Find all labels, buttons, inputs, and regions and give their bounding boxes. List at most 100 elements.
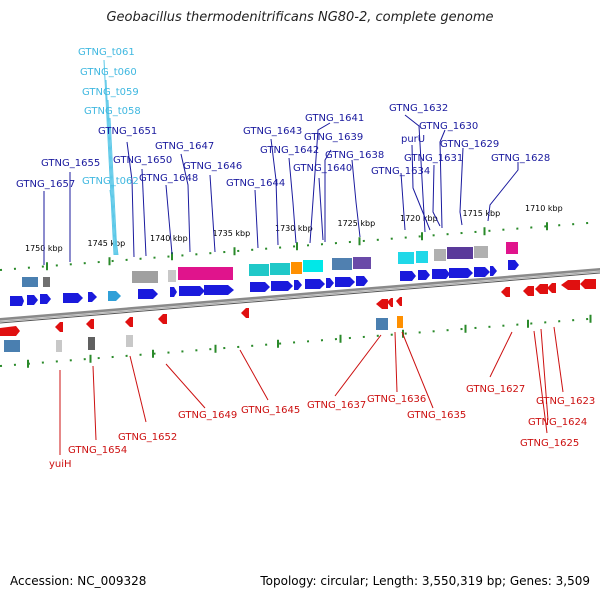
- feature-box: [303, 260, 323, 272]
- gene-arrow: [241, 308, 249, 318]
- feature-box: [56, 340, 62, 352]
- gene-arrow: [27, 295, 38, 305]
- upper-leader-lines: [43, 114, 519, 265]
- gene-arrow: [501, 287, 510, 297]
- gene-arrow: [547, 283, 556, 293]
- feature-box: [249, 264, 269, 276]
- gene-label: GTNG_1630: [419, 121, 478, 132]
- gene-arrow: [271, 281, 293, 291]
- gene-arrow: [432, 269, 450, 279]
- gene-label: GTNG_1645: [241, 405, 300, 416]
- gene-label: GTNG_1651: [98, 126, 157, 137]
- gene-arrow: [490, 266, 497, 276]
- gene-arrow: [0, 326, 20, 336]
- upper-feature-track: [22, 242, 518, 287]
- gene-label: GTNG_1649: [178, 410, 237, 421]
- scale-label: 1725 kbp: [338, 219, 376, 228]
- gene-label: GTNG_1652: [118, 432, 177, 443]
- gene-label: GTNG_1634: [371, 166, 430, 177]
- gene-label: yuiH: [49, 459, 72, 470]
- gene-label: GTNG_1641: [305, 113, 364, 124]
- feature-box: [4, 340, 20, 352]
- scale-label: 1745 kbp: [88, 239, 126, 248]
- feature-box: [398, 252, 414, 264]
- gene-label: GTNG_t060: [80, 67, 137, 78]
- gene-label: GTNG_t059: [82, 87, 139, 98]
- gene-label: GTNG_1647: [155, 141, 214, 152]
- gene-label: GTNG_t058: [84, 106, 141, 117]
- gene-label: GTNG_1639: [304, 132, 363, 143]
- gene-arrow: [40, 294, 51, 304]
- gene-arrow: [326, 278, 334, 288]
- gene-label: GTNG_1646: [183, 161, 242, 172]
- gene-label: GTNG_t061: [78, 47, 135, 58]
- feature-box: [474, 246, 488, 258]
- gene-label: GTNG_1628: [491, 153, 550, 164]
- gene-label: GTNG_1638: [325, 150, 384, 161]
- gene-label: GTNG_1640: [293, 163, 352, 174]
- feature-box: [22, 277, 38, 287]
- scale-label: 1710 kbp: [525, 204, 563, 213]
- gene-arrow: [418, 270, 430, 280]
- gene-arrow: [376, 299, 388, 309]
- genome-title: Geobacillus thermodenitrificans NG80-2, …: [106, 10, 494, 25]
- feature-box: [178, 267, 233, 280]
- lower-tick-marks: [27, 314, 592, 368]
- gene-label: GTNG_1642: [260, 145, 319, 156]
- gene-label: GTNG_1650: [113, 155, 172, 166]
- gene-arrow: [179, 286, 205, 296]
- genome-backbone: [0, 268, 600, 324]
- feature-box: [416, 251, 428, 263]
- feature-box: [126, 335, 133, 347]
- feature-box: [88, 337, 95, 350]
- gene-arrow: [508, 260, 519, 270]
- gene-label: GTNG_1637: [307, 400, 366, 411]
- feature-box: [434, 249, 446, 261]
- gene-arrow: [387, 298, 393, 307]
- gene-arrow: [10, 296, 24, 306]
- gene-label: GTNG_1625: [520, 438, 579, 449]
- feature-box: [447, 247, 473, 259]
- scale-label: 1715 kbp: [463, 209, 501, 218]
- gene-arrow: [305, 279, 325, 289]
- gene-label: GTNG_1623: [536, 396, 595, 407]
- scale-label: 1720 kbp: [400, 214, 438, 223]
- forward-genes: [10, 260, 519, 306]
- gene-label: purU: [401, 134, 425, 145]
- gene-label: GTNG_1635: [407, 410, 466, 421]
- gene-arrow: [63, 293, 83, 303]
- gene-arrow: [535, 284, 548, 294]
- gene-arrow: [474, 267, 490, 277]
- gene-label: GTNG_1627: [466, 384, 525, 395]
- gene-arrow: [170, 287, 177, 297]
- feature-box: [376, 318, 388, 330]
- gene-arrow: [86, 319, 94, 329]
- gene-label: GTNG_1654: [68, 445, 127, 456]
- gene-label: GTNG_1624: [528, 417, 587, 428]
- feature-box: [397, 316, 403, 328]
- feature-box: [506, 242, 518, 254]
- gene-label: GTNG_1657: [16, 179, 75, 190]
- upper-gene-labels: GTNG_t061 GTNG_t060 GTNG_t059 GTNG_t058 …: [16, 47, 550, 190]
- scale-label: 1730 kbp: [275, 224, 313, 233]
- lower-gene-labels: GTNG_1649 GTNG_1645 GTNG_1637 GTNG_1636 …: [49, 384, 595, 470]
- gene-arrow: [55, 322, 63, 332]
- feature-box: [291, 262, 302, 274]
- scale-label: 1735 kbp: [213, 229, 251, 238]
- gene-arrow: [400, 271, 416, 281]
- gene-arrow: [580, 279, 596, 289]
- feature-box: [168, 270, 176, 282]
- gene-arrow: [138, 289, 158, 299]
- gene-arrow: [335, 277, 355, 287]
- scale-label: 1740 kbp: [150, 234, 188, 243]
- gene-label: GTNG_1643: [243, 126, 302, 137]
- gene-arrow: [204, 285, 234, 295]
- gene-label: GTNG_1629: [440, 139, 499, 150]
- gene-label: GTNG_1644: [226, 178, 285, 189]
- feature-box: [270, 263, 290, 275]
- genome-summary: Topology: circular; Length: 3,550,319 bp…: [260, 574, 590, 588]
- gene-arrow: [158, 314, 167, 324]
- lower-leader-lines: [59, 326, 564, 455]
- feature-box: [332, 258, 352, 270]
